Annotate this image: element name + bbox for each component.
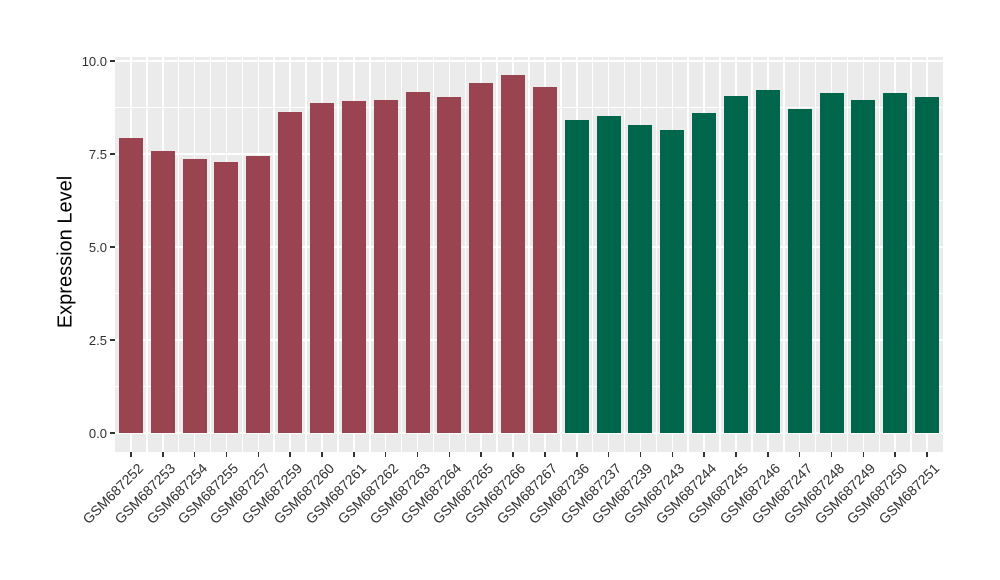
gridline-vertical-minor <box>846 57 849 452</box>
x-tick <box>416 452 419 457</box>
x-tick <box>798 452 801 457</box>
bar-GSM687249 <box>851 100 876 433</box>
gridline-vertical-minor <box>560 57 562 452</box>
bar-GSM687244 <box>692 112 717 433</box>
x-tick <box>671 452 674 457</box>
bar-GSM687257 <box>246 156 271 433</box>
x-tick <box>225 452 228 457</box>
gridline-vertical-minor <box>400 57 403 452</box>
x-tick <box>257 452 260 457</box>
gridline-horizontal-minor <box>115 200 943 201</box>
bar-GSM687262 <box>373 99 398 433</box>
gridline-vertical-minor <box>783 57 785 452</box>
x-tick <box>353 452 355 457</box>
bar-GSM687250 <box>883 93 908 433</box>
gridline-horizontal-minor <box>115 293 943 294</box>
gridline-horizontal-major <box>115 153 943 155</box>
gridline-vertical-minor <box>464 57 467 452</box>
gridline-vertical-minor <box>910 57 912 452</box>
x-tick <box>321 452 323 457</box>
gridline-vertical-minor <box>273 57 275 452</box>
gridline-vertical-minor <box>496 57 498 452</box>
gridline-horizontal-major <box>115 246 943 248</box>
gridline-vertical-minor <box>655 57 658 452</box>
x-tick <box>384 452 387 457</box>
gridline-vertical-minor <box>687 57 689 452</box>
gridline-vertical-minor <box>177 57 180 452</box>
x-tick <box>161 452 164 457</box>
gridline-vertical-minor <box>751 57 753 452</box>
gridline-vertical-minor <box>337 57 339 452</box>
bar-GSM687248 <box>819 92 844 433</box>
x-tick <box>830 452 833 457</box>
gridline-vertical-minor <box>528 57 530 452</box>
bar-GSM687267 <box>532 87 557 433</box>
y-tick <box>110 60 115 62</box>
gridline-vertical-minor <box>814 57 817 452</box>
x-tick <box>767 452 769 457</box>
gridline-horizontal-minor <box>115 107 943 108</box>
x-tick <box>575 452 578 457</box>
gridline-vertical-minor <box>241 57 244 452</box>
x-tick <box>130 452 132 457</box>
x-tick <box>193 452 196 457</box>
bar-GSM687245 <box>724 96 748 433</box>
x-tick <box>512 452 514 457</box>
gridline-horizontal-minor <box>115 386 943 387</box>
gridline-horizontal-major <box>115 60 943 62</box>
bar-GSM687237 <box>596 116 621 433</box>
bar-GSM687263 <box>405 91 430 433</box>
x-tick <box>607 452 610 457</box>
plot-panel <box>115 57 943 452</box>
bar-GSM687255 <box>214 161 239 433</box>
x-tick <box>448 452 451 457</box>
x-tick <box>480 452 483 457</box>
gridline-vertical-minor <box>369 57 371 452</box>
x-tick <box>639 452 642 457</box>
gridline-vertical-minor <box>432 57 435 452</box>
bar-GSM687261 <box>341 100 366 433</box>
bar-GSM687236 <box>564 119 589 433</box>
gridline-horizontal-major <box>115 432 943 434</box>
bar-GSM687264 <box>437 96 462 433</box>
bar-GSM687239 <box>628 124 653 433</box>
x-tick <box>735 452 737 457</box>
y-tick <box>110 432 115 434</box>
bar-GSM687251 <box>915 97 940 433</box>
gridline-vertical-minor <box>591 57 594 452</box>
bar-GSM687246 <box>755 90 780 433</box>
bar-GSM687266 <box>501 74 526 433</box>
gridline-vertical-minor <box>305 57 307 452</box>
gridline-vertical-minor <box>146 57 148 452</box>
x-tick <box>862 452 865 457</box>
x-tick <box>926 452 928 457</box>
gridline-horizontal-major <box>115 339 943 341</box>
gridline-vertical-minor <box>209 57 212 452</box>
x-tick <box>894 452 897 457</box>
y-tick-label: 5.0 <box>88 239 107 255</box>
y-tick-label: 2.5 <box>88 332 107 348</box>
bar-GSM687265 <box>469 82 494 433</box>
y-tick-label: 7.5 <box>88 146 107 162</box>
x-tick <box>703 452 705 457</box>
y-tick <box>110 339 115 341</box>
bar-GSM687252 <box>118 138 143 433</box>
bar-GSM687259 <box>278 111 303 433</box>
bar-GSM687253 <box>150 150 175 433</box>
bar-GSM687254 <box>182 158 207 433</box>
bar-GSM687243 <box>660 130 685 433</box>
gridline-vertical-minor <box>623 57 626 452</box>
x-tick <box>289 452 291 457</box>
bar-GSM687260 <box>310 103 334 433</box>
y-tick-label: 10.0 <box>81 53 107 69</box>
y-tick <box>110 153 115 155</box>
x-tick <box>544 452 546 457</box>
gridline-vertical-minor <box>719 57 721 452</box>
y-tick <box>110 246 115 248</box>
y-tick-label: 0.0 <box>88 425 107 441</box>
bar-GSM687247 <box>787 108 812 433</box>
gridline-vertical-minor <box>878 57 881 452</box>
